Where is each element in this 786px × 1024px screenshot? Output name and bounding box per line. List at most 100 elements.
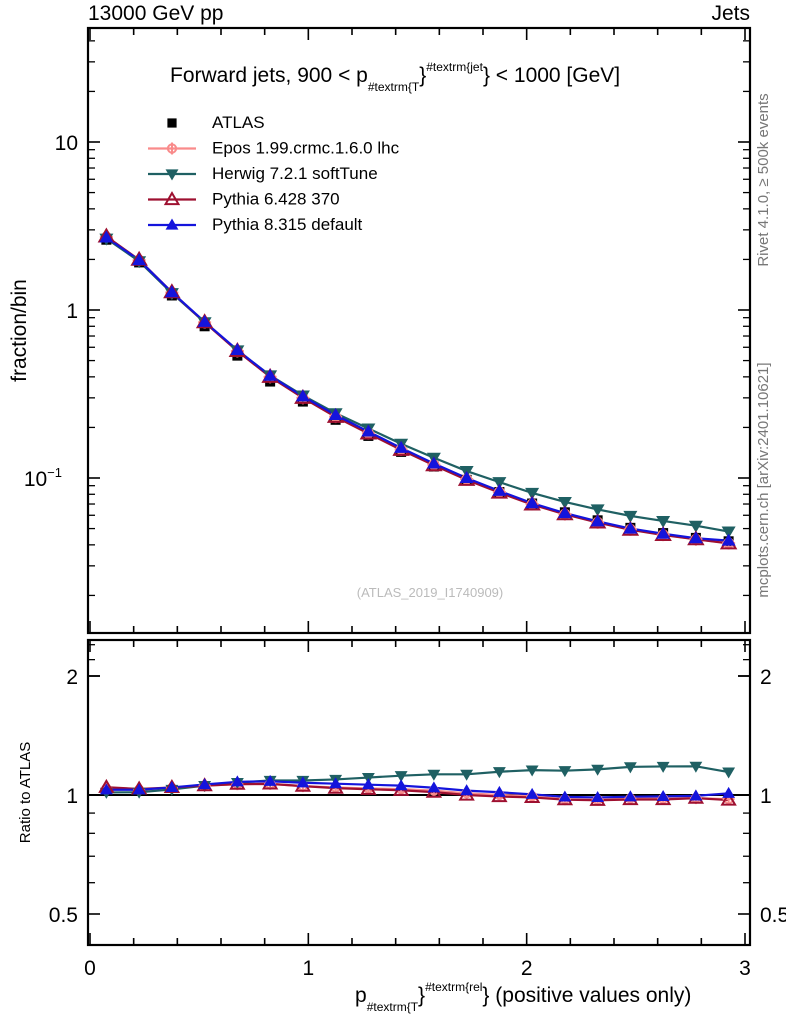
marker-square bbox=[167, 118, 177, 128]
marker-triangle-up-open bbox=[720, 791, 737, 806]
marker-triangle-up bbox=[296, 776, 310, 788]
marker-triangle-up bbox=[99, 783, 113, 795]
x-axis-tick-label-0: 0 bbox=[84, 957, 96, 980]
main-ytick-label: 1 bbox=[66, 300, 78, 323]
marker-triangle-up bbox=[263, 368, 278, 381]
x-axis-tick-label-1: 1 bbox=[302, 957, 314, 980]
marker-triangle-up bbox=[198, 778, 212, 790]
side-text-top: Rivet 4.1.0, ≥ 500k events bbox=[755, 93, 772, 266]
marker-triangle-up bbox=[361, 424, 376, 437]
marker-triangle-up bbox=[558, 790, 572, 802]
marker-triangle-down bbox=[557, 496, 572, 509]
ratio-line-3 bbox=[106, 780, 729, 799]
marker-triangle-up bbox=[656, 526, 671, 539]
marker-triangle-up bbox=[656, 789, 670, 801]
plot-title: Forward jets, 900 < p#textrm{T}#textrm{j… bbox=[170, 60, 620, 94]
marker-triangle-up bbox=[492, 785, 506, 797]
marker-triangle-up bbox=[394, 779, 408, 791]
legend-label-1: Epos 1.99.crmc.1.6.0 lhc bbox=[212, 139, 400, 158]
legend-label-0: ATLAS bbox=[212, 113, 265, 132]
ratio-plot-frame bbox=[86, 638, 752, 947]
marker-triangle-down bbox=[623, 510, 638, 523]
marker-triangle-down bbox=[688, 520, 703, 533]
marker-triangle-up bbox=[591, 790, 605, 803]
ratio-ytick-label-right: 0.5 bbox=[760, 904, 786, 927]
ratio-ytick-label-right: 2 bbox=[760, 666, 772, 689]
marker-triangle-up bbox=[492, 483, 507, 496]
marker-triangle-up bbox=[132, 783, 146, 795]
marker-triangle-up bbox=[688, 531, 703, 544]
marker-triangle-up bbox=[328, 408, 343, 421]
marker-triangle-down bbox=[460, 769, 474, 781]
marker-triangle-up bbox=[164, 285, 179, 298]
marker-triangle-up bbox=[361, 778, 375, 790]
marker-triangle-up bbox=[722, 786, 736, 798]
marker-triangle-up bbox=[197, 314, 212, 327]
ratio-ytick-label: 1 bbox=[66, 785, 78, 808]
marker-triangle-down bbox=[394, 771, 408, 783]
ratio-ytick-label: 2 bbox=[66, 666, 78, 689]
main-ytick-exponent: −1 bbox=[47, 465, 62, 480]
marker-triangle-down bbox=[689, 761, 703, 773]
marker-triangle-down bbox=[656, 515, 671, 528]
marker-triangle-up bbox=[426, 456, 441, 469]
marker-triangle-up bbox=[99, 230, 114, 243]
marker-triangle-up bbox=[295, 389, 310, 402]
marker-triangle-up bbox=[230, 342, 245, 355]
ratio-ytick-label-right: 1 bbox=[760, 785, 772, 808]
x-axis-tick-label-2: 2 bbox=[521, 957, 533, 980]
side-text-bottom: mcplots.cern.ch [arXiv:2401.10621] bbox=[755, 362, 772, 597]
main-ytick-label: 10−1 bbox=[24, 465, 62, 491]
marker-triangle-up bbox=[230, 775, 244, 787]
marker-triangle-up bbox=[329, 777, 343, 789]
y-axis-title: fraction/bin bbox=[8, 279, 31, 382]
main-line-1 bbox=[105, 236, 729, 545]
main-ytick-label: 10 bbox=[55, 132, 78, 155]
marker-triangle-up bbox=[525, 787, 539, 799]
marker-triangle-down bbox=[492, 767, 506, 779]
header-left: 13000 GeV pp bbox=[88, 2, 223, 25]
marker-triangle-up bbox=[459, 471, 474, 483]
marker-triangle-up bbox=[165, 781, 179, 793]
marker-triangle-up bbox=[525, 496, 540, 509]
marker-triangle-down bbox=[525, 765, 539, 777]
marker-triangle-up bbox=[132, 253, 147, 266]
main-line-3 bbox=[105, 235, 729, 545]
legend-label-4: Pythia 8.315 default bbox=[212, 215, 363, 234]
marker-triangle-down bbox=[427, 769, 441, 781]
marker-triangle-down bbox=[722, 767, 736, 779]
marker-triangle-down bbox=[656, 761, 670, 773]
x-axis-tick-label-3: 3 bbox=[739, 957, 751, 980]
marker-triangle-up bbox=[623, 790, 637, 802]
marker-triangle-up bbox=[460, 784, 474, 796]
marker-triangle-down bbox=[492, 477, 507, 490]
main-plot-frame bbox=[86, 26, 752, 635]
marker-triangle-up bbox=[590, 514, 605, 527]
marker-triangle-up-open bbox=[163, 191, 181, 206]
ratio-axis-title: Ratio to ATLAS bbox=[17, 742, 34, 843]
legend-label-2: Herwig 7.2.1 softTune bbox=[212, 164, 378, 183]
marker-triangle-down bbox=[721, 526, 736, 539]
marker-triangle-up bbox=[427, 781, 441, 793]
watermark-label: (ATLAS_2019_I1740909) bbox=[357, 585, 503, 600]
main-line-4 bbox=[105, 236, 729, 542]
marker-triangle-up bbox=[689, 789, 703, 801]
x-axis-title: p#textrm{T}#textrm{rel} (positive values… bbox=[355, 980, 691, 1014]
marker-triangle-up bbox=[557, 506, 572, 519]
marker-triangle-up bbox=[165, 218, 179, 230]
main-line-2 bbox=[105, 237, 729, 533]
marker-triangle-down bbox=[623, 762, 637, 774]
header-right: Jets bbox=[711, 2, 750, 25]
marker-triangle-down bbox=[558, 766, 572, 778]
marker-triangle-up bbox=[623, 521, 638, 534]
marker-triangle-up bbox=[394, 440, 409, 453]
marker-triangle-down bbox=[590, 504, 605, 517]
marker-triangle-up bbox=[721, 533, 736, 546]
marker-triangle-up bbox=[263, 774, 277, 786]
legend-label-3: Pythia 6.428 370 bbox=[212, 190, 340, 209]
marker-triangle-down bbox=[165, 169, 179, 181]
ratio-ytick-label: 0.5 bbox=[49, 904, 78, 927]
marker-triangle-down bbox=[525, 487, 540, 500]
